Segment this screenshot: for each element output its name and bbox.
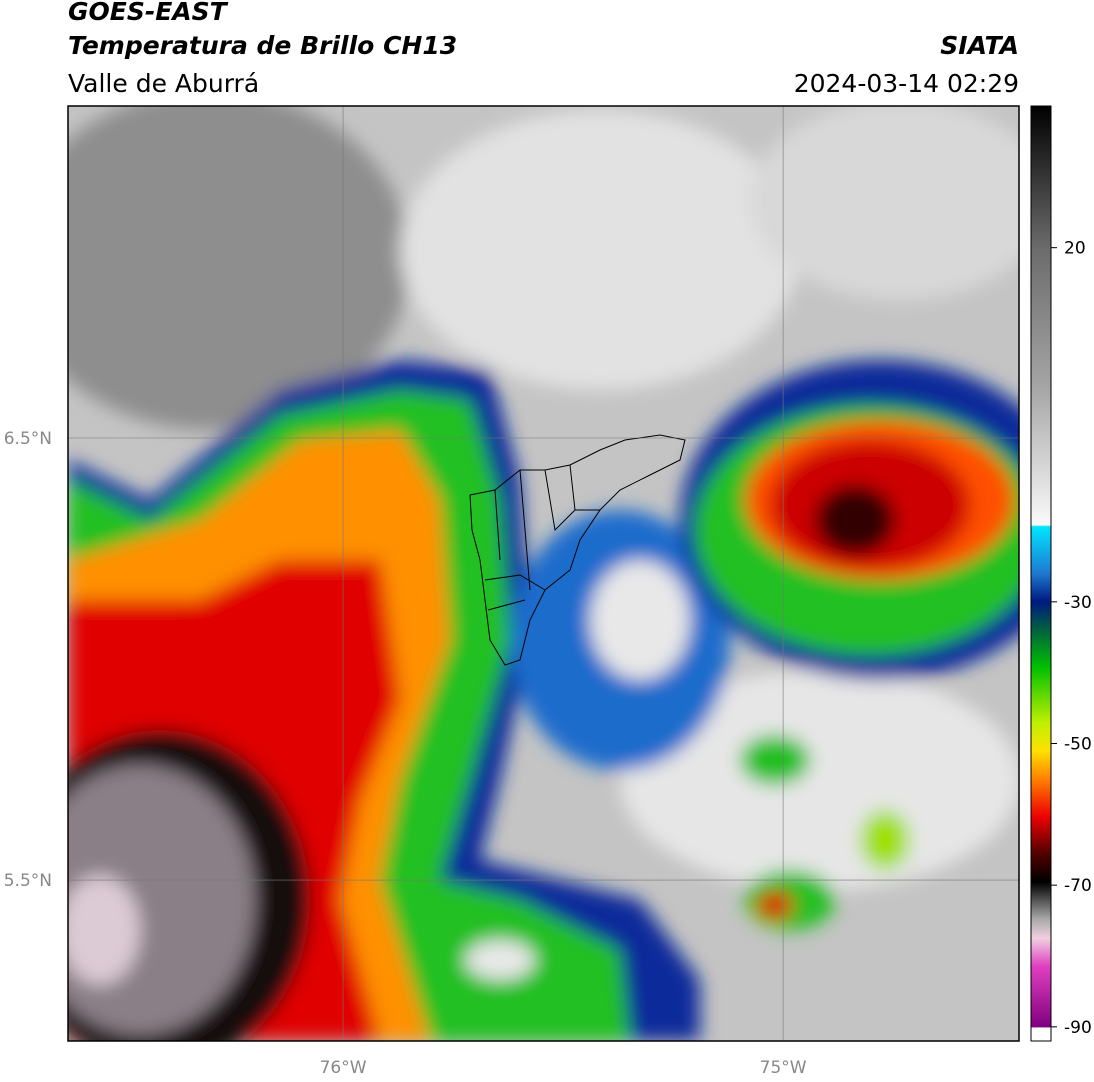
- colorbar-tick-label: 20: [1064, 239, 1086, 259]
- region: Valle de Aburrá: [68, 69, 259, 98]
- colorbar-tick-label: -90: [1064, 1018, 1092, 1038]
- y-tick-label: 5.5°N: [4, 871, 52, 891]
- subtitle: Temperatura de Brillo CH13: [68, 31, 457, 60]
- colorbar: [1030, 105, 1052, 1042]
- x-tick-label: 76°W: [320, 1058, 367, 1078]
- municipal-boundaries: [469, 434, 686, 666]
- agency: SIATA: [940, 31, 1019, 60]
- datetime: 2024-03-14 02:29: [794, 69, 1019, 98]
- colorbar-tick-label: -50: [1064, 735, 1092, 755]
- satellite-image: [68, 106, 1019, 1041]
- x-tick-label: 75°W: [760, 1058, 807, 1078]
- title: GOES-EAST: [68, 0, 229, 26]
- map-frame: [67, 105, 1020, 1042]
- colorbar-tick-label: -30: [1064, 593, 1092, 613]
- y-tick-label: 6.5°N: [4, 429, 52, 449]
- colorbar-tick-label: -70: [1064, 876, 1092, 896]
